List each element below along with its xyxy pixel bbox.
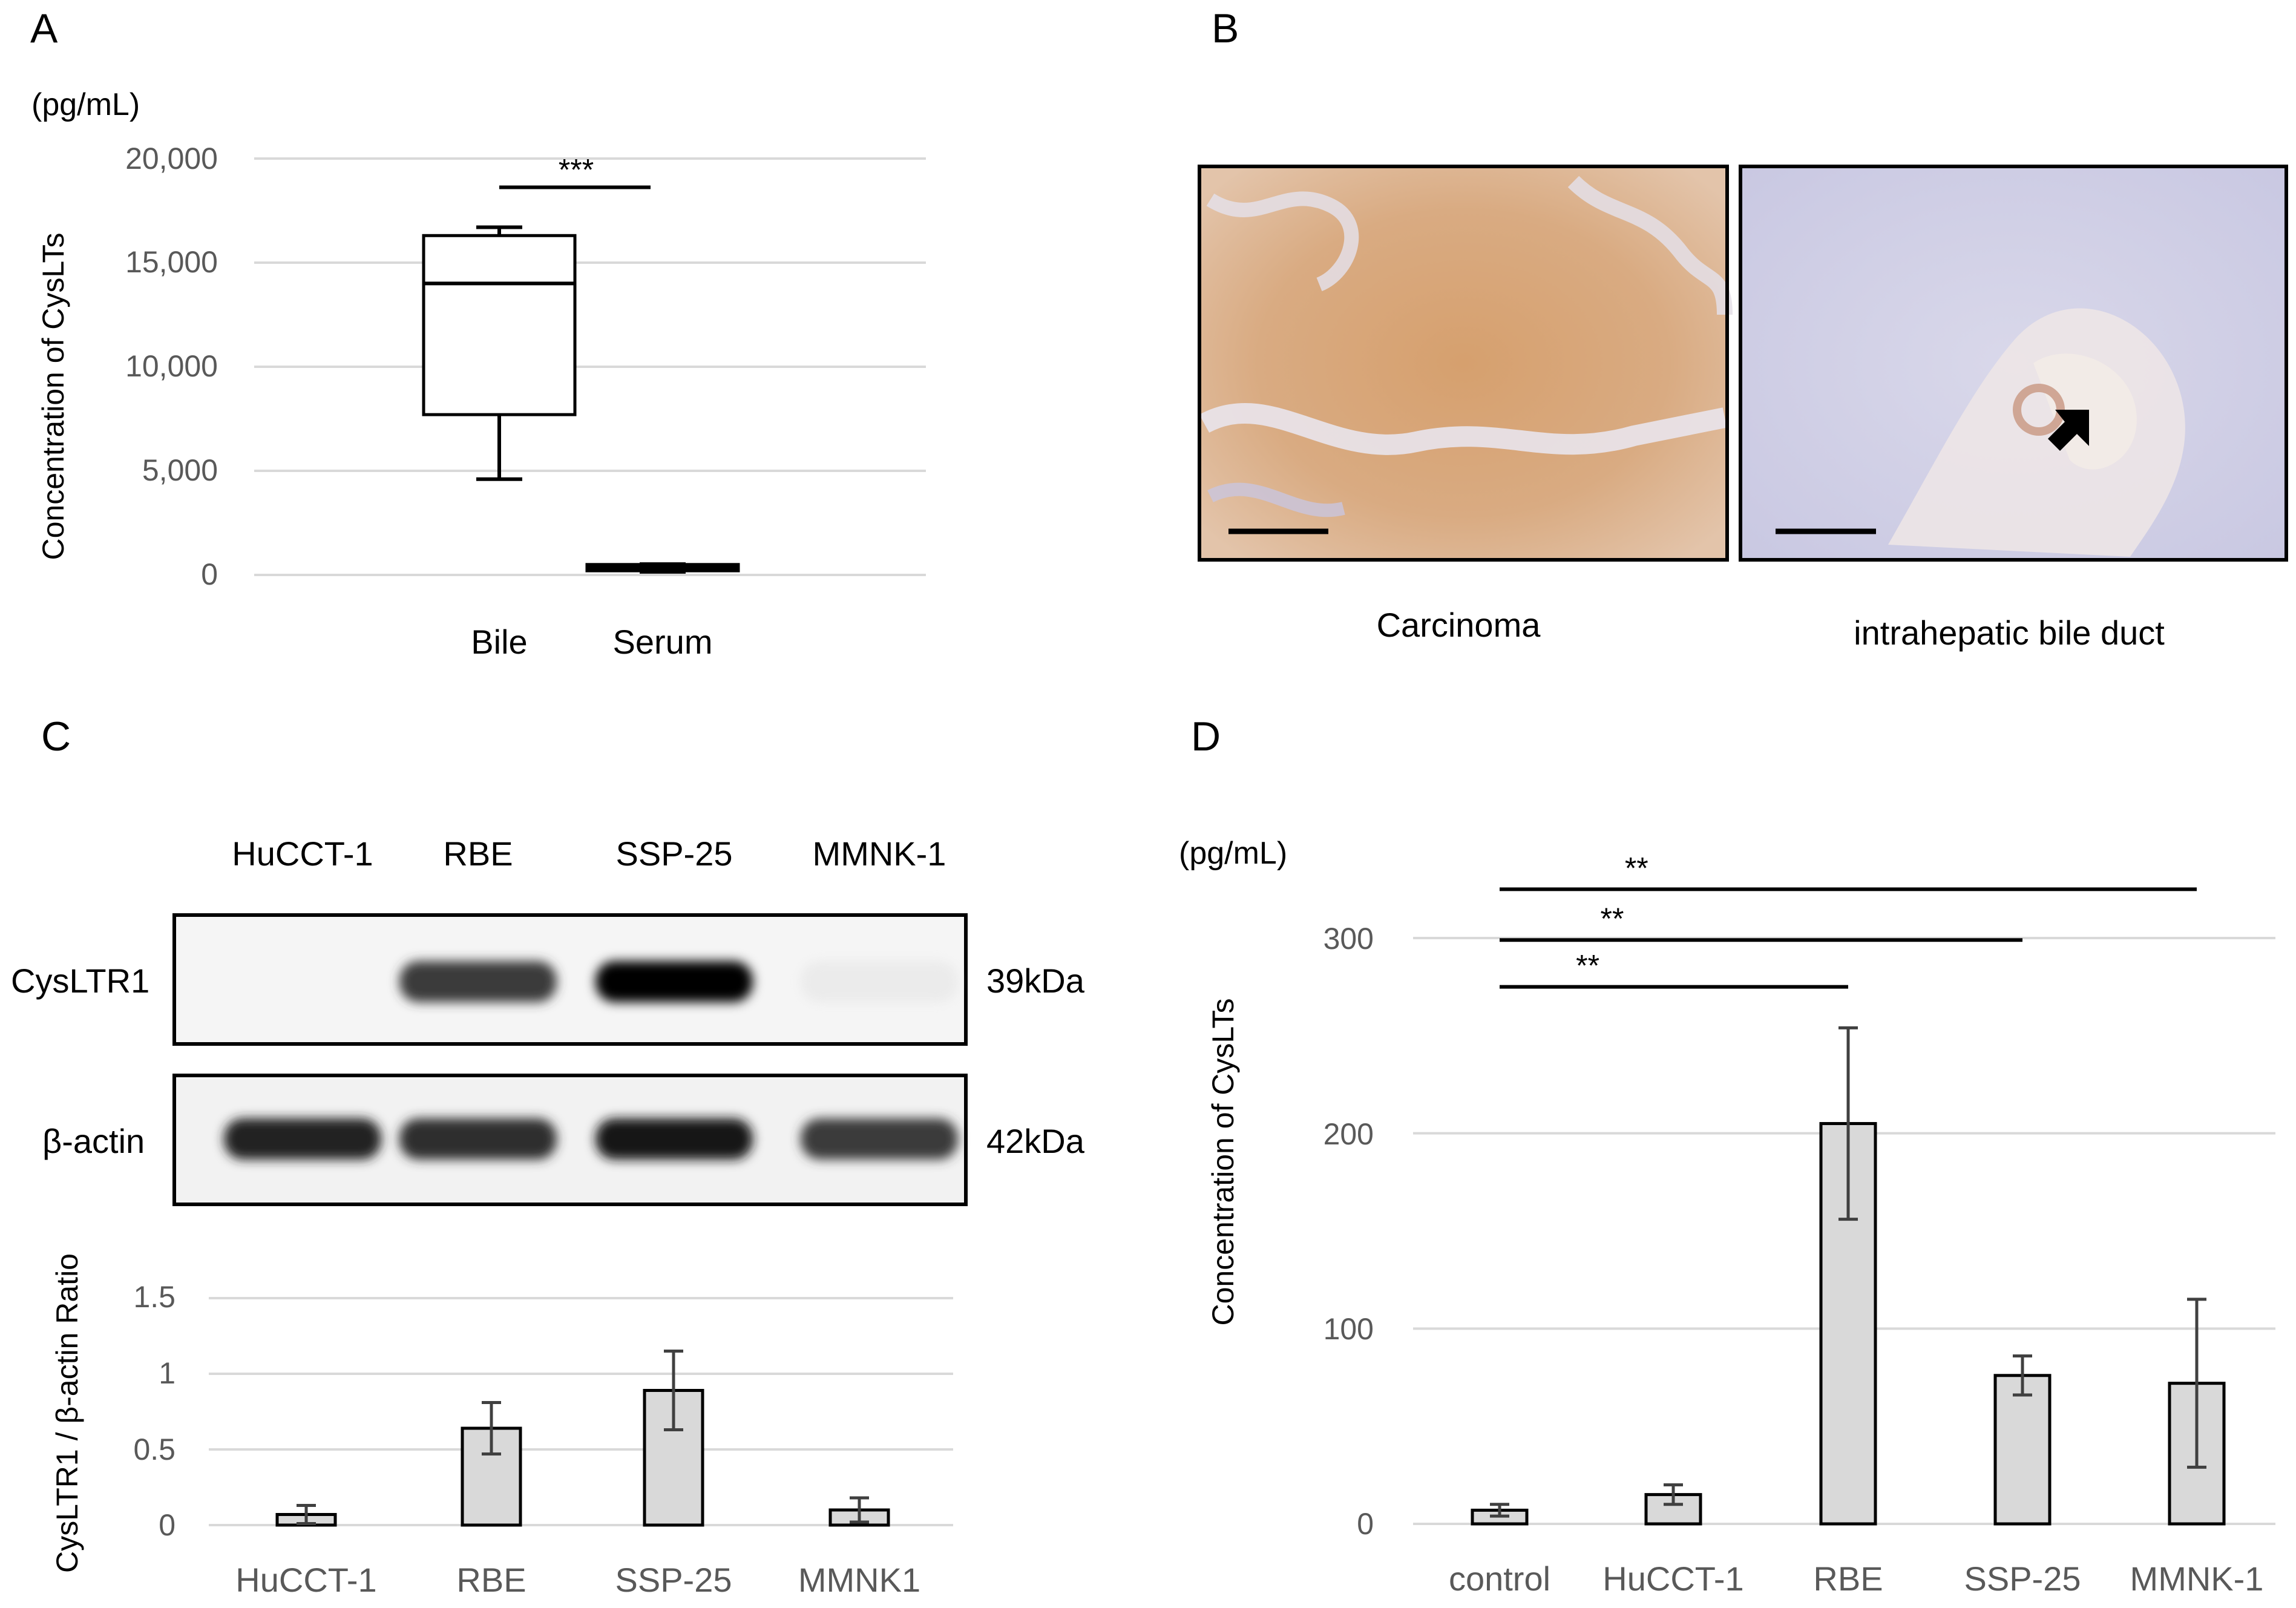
panel-c-y-tick: 0: [159, 1508, 175, 1542]
panel-c-gridlines: [209, 1297, 953, 1526]
beta-actin-bands: [224, 1118, 958, 1160]
panel-c: C HuCCT-1 RBE SSP-25 MMNK-1 CysLTR1 39kD…: [11, 714, 1085, 1599]
blot-band: [801, 1118, 958, 1160]
blot-band: [595, 1118, 753, 1160]
panel-c-letter: C: [41, 714, 71, 760]
panel-d-y-tick: 300: [1323, 922, 1374, 956]
box-body: [422, 234, 577, 416]
blot-row-label: β-actin: [42, 1122, 145, 1160]
panel-a-y-tick: 0: [201, 557, 218, 591]
blot-band: [399, 1118, 557, 1160]
panel-d-letter: D: [1191, 714, 1221, 760]
bile-duct-label: intrahepatic bile duct: [1854, 614, 2165, 652]
cysltr1-blot: CysLTR1 39kDa: [11, 913, 1085, 1046]
significance-label: ***: [559, 153, 594, 187]
panel-a-box-plots: [422, 225, 740, 574]
panel-d-y-ticks: 300 200 100 0: [1323, 922, 1374, 1541]
blot-band: [595, 961, 753, 1002]
arrow-icon: [2048, 410, 2089, 451]
category-label: MMNK-1: [2130, 1560, 2264, 1598]
panel-c-y-tick: 1: [159, 1356, 175, 1390]
significance-label: **: [1600, 902, 1624, 936]
bar: [1993, 1374, 2052, 1526]
bile-duct-histology-image: [1739, 165, 2288, 562]
panel-c-y-tick: 1.5: [133, 1280, 175, 1314]
blot-row-size: 42kDa: [986, 1122, 1085, 1160]
panel-a: A (pg/mL) Concentration of CysLTs 20,000…: [30, 5, 926, 661]
panel-a-significance: ***: [499, 153, 651, 189]
category-label: control: [1449, 1560, 1550, 1598]
category-label: MMNK1: [798, 1561, 920, 1599]
category-label: HuCCT-1: [235, 1561, 376, 1599]
panel-d-bars: [1471, 1026, 2226, 1526]
blot-lane-label: SSP-25: [616, 835, 733, 873]
significance-label: **: [1576, 949, 1599, 983]
blot-row-label: CysLTR1: [11, 962, 149, 1000]
blot-row-size: 39kDa: [986, 962, 1085, 1000]
panel-c-bars: [275, 1350, 890, 1527]
significance-label: **: [1625, 851, 1648, 885]
panel-a-categories: Bile Serum: [471, 623, 712, 661]
panel-a-gridlines: [254, 157, 926, 576]
panel-d: D (pg/mL) Concentration of CysLTs 300 20…: [1179, 714, 2275, 1598]
panel-a-y-tick: 10,000: [125, 349, 218, 383]
carcinoma-histology-image: [1198, 165, 1733, 562]
blot-lane-label: MMNK-1: [813, 835, 946, 873]
panel-a-y-tick: 15,000: [125, 245, 218, 279]
panel-d-y-tick: 200: [1323, 1117, 1374, 1151]
panel-d-significance: ******: [1500, 851, 2197, 989]
panel-b-letter: B: [1212, 5, 1239, 51]
panel-c-y-axis-label: CysLTR1 / β-actin Ratio: [50, 1253, 84, 1573]
blot-band: [224, 1118, 381, 1160]
panel-c-categories: HuCCT-1 RBE SSP-25 MMNK1: [235, 1561, 920, 1599]
category-label: SSP-25: [615, 1561, 732, 1599]
panel-d-y-tick: 0: [1357, 1507, 1374, 1541]
cysltr1-bands: [399, 961, 958, 1002]
panel-c-y-tick: 0.5: [133, 1432, 175, 1466]
panel-a-y-ticks: 20,000 15,000 10,000 5,000 0: [125, 142, 218, 591]
panel-d-y-tick: 100: [1323, 1312, 1374, 1346]
category-label: RBE: [456, 1561, 526, 1599]
category-label: Serum: [613, 623, 713, 661]
panel-a-y-axis-label: Concentration of CysLTs: [36, 233, 70, 560]
blot-band: [399, 961, 557, 1002]
blot-band: [801, 961, 958, 1002]
category-label: HuCCT-1: [1602, 1560, 1743, 1598]
category-label: Bile: [471, 623, 527, 661]
category-label: RBE: [1813, 1560, 1883, 1598]
panel-a-y-tick: 5,000: [142, 453, 218, 487]
panel-a-letter: A: [30, 5, 58, 51]
panel-b: B Carcinoma intrahepatic bile duct: [1198, 5, 2288, 652]
panel-d-categories: control HuCCT-1 RBE SSP-25 MMNK-1: [1449, 1560, 2263, 1598]
beta-actin-blot: β-actin 42kDa: [42, 1074, 1085, 1206]
blot-lane-labels: HuCCT-1 RBE SSP-25 MMNK-1: [232, 835, 946, 873]
panel-d-unit: (pg/mL): [1179, 836, 1287, 871]
blot-lane-label: HuCCT-1: [232, 835, 373, 873]
panel-c-y-ticks: 1.5 1 0.5 0: [133, 1280, 175, 1542]
panel-a-y-tick: 20,000: [125, 142, 218, 176]
panel-d-y-axis-label: Concentration of CysLTs: [1206, 999, 1240, 1326]
category-label: SSP-25: [1964, 1560, 2081, 1598]
carcinoma-label: Carcinoma: [1377, 606, 1541, 644]
blot-lane-label: RBE: [443, 835, 513, 873]
panel-a-unit: (pg/mL): [31, 87, 140, 122]
